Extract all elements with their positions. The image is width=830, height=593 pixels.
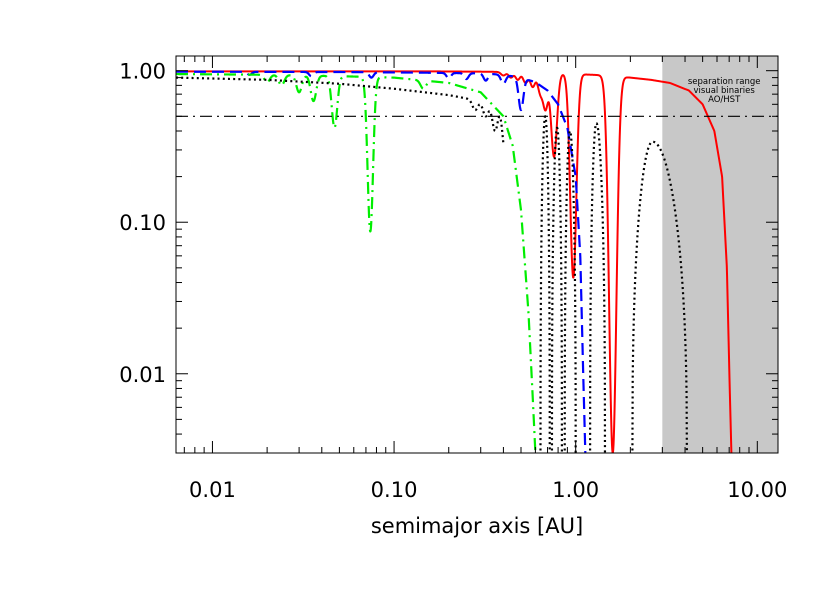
x-tick-label: 1.00 (552, 478, 599, 502)
x-tick-label: 10.00 (727, 478, 787, 502)
x-tick-label: 0.01 (189, 478, 236, 502)
shaded-region-label: visual binaries (693, 86, 755, 96)
series-line-3-lobe-3 (588, 122, 607, 453)
series-line-2 (176, 72, 537, 453)
series-line-0 (176, 70, 733, 453)
y-tick-label: 1.00 (119, 60, 166, 84)
x-tick-label: 0.10 (371, 478, 418, 502)
x-axis-title: semimajor axis [AU] (371, 514, 583, 538)
shaded-region-label: AO/HST (708, 95, 741, 105)
series-line-1 (176, 70, 587, 453)
shaded-region-label: separation range (688, 77, 761, 87)
shaded-region (662, 56, 778, 453)
plot-frame (175, 55, 779, 454)
y-tick-label: 0.01 (119, 363, 166, 387)
y-tick-label: 0.10 (119, 211, 166, 235)
series-line-3-lobe-1 (550, 126, 564, 453)
series-line-3-lobe-0 (539, 115, 551, 453)
